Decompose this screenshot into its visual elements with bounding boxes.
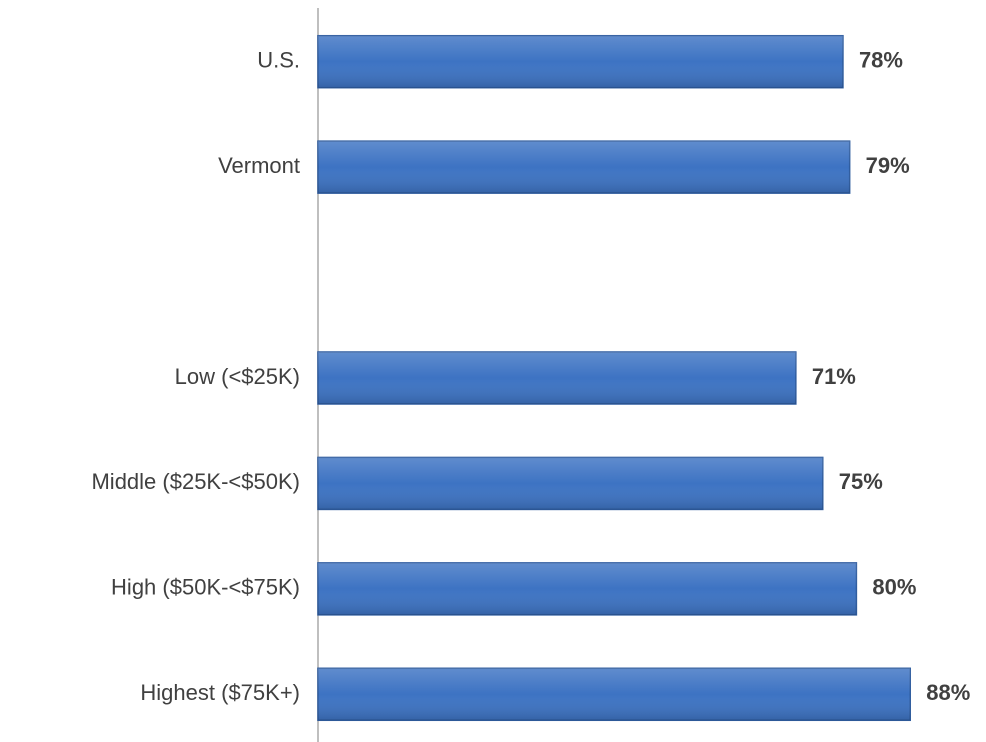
bar-shade — [318, 668, 911, 721]
category-label: Highest ($75K+) — [140, 680, 300, 705]
bar-shade — [318, 562, 857, 615]
bar-shade — [318, 352, 796, 404]
category-label: U.S. — [257, 48, 300, 73]
bar-shade — [318, 35, 843, 88]
value-label: 88% — [926, 680, 970, 705]
value-label: 75% — [839, 469, 883, 494]
value-label: 78% — [859, 48, 903, 73]
category-label: Vermont — [218, 153, 300, 178]
value-label: 79% — [866, 153, 910, 178]
bar-shade — [318, 141, 850, 194]
category-label: High ($50K-<$75K) — [111, 575, 300, 600]
value-label: 71% — [812, 364, 856, 389]
bar-shade — [318, 457, 823, 510]
category-label: Low (<$25K) — [175, 364, 300, 389]
value-label: 80% — [872, 575, 916, 600]
category-label: Middle ($25K-<$50K) — [91, 469, 300, 494]
